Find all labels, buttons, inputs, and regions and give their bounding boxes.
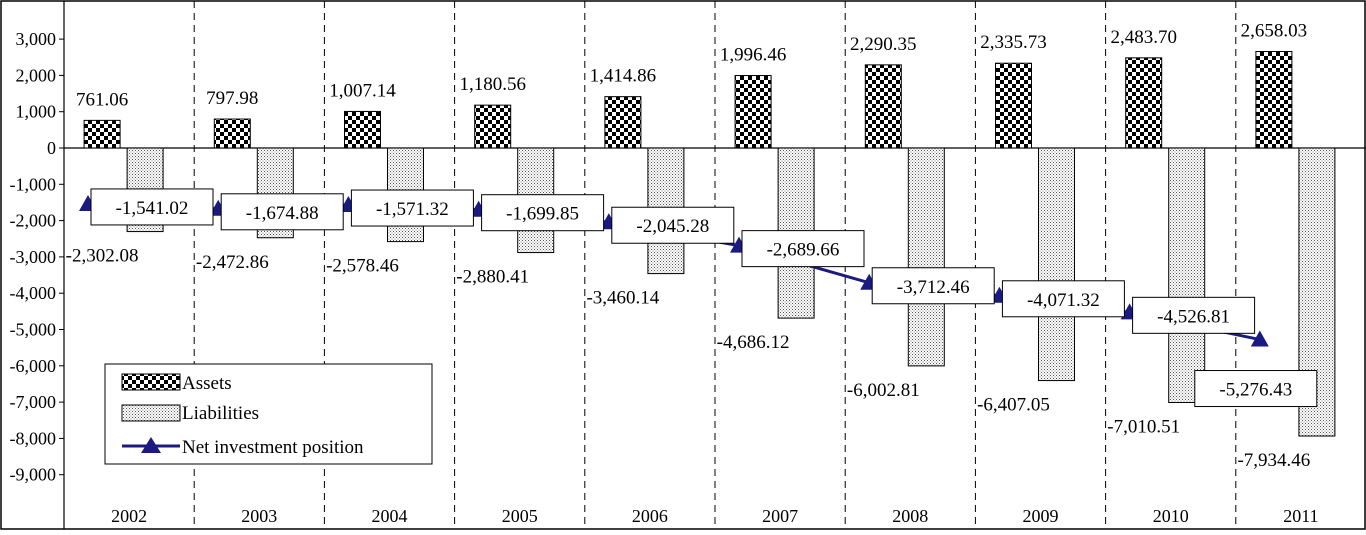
y-tick-label-10: -7,000 xyxy=(10,392,57,412)
x-tick-label-2005: 2005 xyxy=(502,506,538,526)
y-tick-label-6: -3,000 xyxy=(10,247,57,267)
net-position-value-label-2011: -5,276.43 xyxy=(1219,380,1292,401)
legend-assets-swatch xyxy=(122,374,180,390)
liabilities-value-label-2002: -2,302.08 xyxy=(66,246,139,267)
y-tick-label-2: 1,000 xyxy=(16,102,57,122)
liabilities-value-label-2007: -4,686.12 xyxy=(717,332,790,353)
assets-value-label-2008: 2,290.35 xyxy=(850,34,917,55)
y-tick-label-0: 3,000 xyxy=(16,29,57,49)
liabilities-value-label-2008: -6,002.81 xyxy=(847,380,920,401)
assets-value-label-2005: 1,180.56 xyxy=(459,74,526,95)
x-tick-label-2009: 2009 xyxy=(1023,506,1059,526)
legend-assets-label: Assets xyxy=(182,373,232,394)
liabilities-value-label-2009: -6,407.05 xyxy=(977,395,1050,416)
net-position-value-label-2009: -4,071.32 xyxy=(1027,290,1100,311)
legend-net-label: Net investment position xyxy=(182,437,364,458)
assets-value-label-2007: 1,996.46 xyxy=(720,45,787,66)
assets-value-label-2006: 1,414.86 xyxy=(590,66,657,87)
y-tick-label-9: -6,000 xyxy=(10,356,57,376)
y-tick-label-12: -9,000 xyxy=(10,465,57,485)
x-tick-label-2006: 2006 xyxy=(632,506,668,526)
assets-value-label-2002: 761.06 xyxy=(76,89,128,110)
assets-bar-2003 xyxy=(214,119,250,148)
assets-value-label-2009: 2,335.73 xyxy=(980,32,1047,53)
assets-bar-2004 xyxy=(345,111,381,148)
net-position-value-label-2004: -1,571.32 xyxy=(376,199,449,220)
x-tick-label-2002: 2002 xyxy=(111,506,147,526)
net-position-value-label-2010: -4,526.81 xyxy=(1157,306,1230,327)
assets-bar-2007 xyxy=(735,76,771,148)
liabilities-value-label-2006: -3,460.14 xyxy=(586,288,659,309)
y-tick-label-5: -2,000 xyxy=(10,211,57,231)
assets-bar-2009 xyxy=(996,63,1032,148)
net-position-value-label-2005: -1,699.85 xyxy=(506,204,579,225)
x-tick-label-2007: 2007 xyxy=(762,506,798,526)
assets-bar-2010 xyxy=(1126,58,1162,148)
assets-value-label-2011: 2,658.03 xyxy=(1241,21,1308,42)
legend: Assets Liabilities Net investment positi… xyxy=(105,364,432,464)
assets-value-label-2003: 797.98 xyxy=(206,88,258,109)
y-tick-label-7: -4,000 xyxy=(10,283,57,303)
assets-bar-2002 xyxy=(84,120,120,148)
net-position-value-label-2003: -1,674.88 xyxy=(246,203,319,224)
liabilities-bar-2010 xyxy=(1169,148,1205,402)
x-tick-label-2010: 2010 xyxy=(1153,506,1189,526)
net-position-value-label-2007: -2,689.66 xyxy=(767,240,840,261)
net-position-value-label-2006: -2,045.28 xyxy=(636,216,709,237)
liabilities-value-label-2011: -7,934.46 xyxy=(1237,450,1310,471)
x-tick-label-2004: 2004 xyxy=(372,506,408,526)
x-tick-label-2011: 2011 xyxy=(1283,506,1318,526)
liabilities-value-label-2005: -2,880.41 xyxy=(456,267,529,288)
y-tick-label-11: -8,000 xyxy=(10,428,57,448)
liabilities-value-label-2004: -2,578.46 xyxy=(326,256,399,277)
y-tick-label-3: 0 xyxy=(47,138,56,158)
liabilities-value-label-2010: -7,010.51 xyxy=(1107,416,1180,437)
liabilities-value-label-2003: -2,472.86 xyxy=(196,252,269,273)
assets-bar-2008 xyxy=(865,65,901,148)
y-tick-label-1: 2,000 xyxy=(16,65,57,85)
liabilities-bar-2009 xyxy=(1039,148,1075,381)
net-position-value-label-2008: -3,712.46 xyxy=(897,277,970,298)
x-tick-label-2008: 2008 xyxy=(892,506,928,526)
assets-bar-2006 xyxy=(605,97,641,148)
assets-bar-2005 xyxy=(475,105,511,148)
net-position-value-label-2002: -1,541.02 xyxy=(116,198,189,219)
assets-value-label-2010: 2,483.70 xyxy=(1110,27,1177,48)
legend-liabilities-swatch xyxy=(122,405,180,421)
y-tick-label-8: -5,000 xyxy=(10,320,57,340)
assets-bar-2011 xyxy=(1256,52,1292,148)
assets-value-label-2004: 1,007.14 xyxy=(329,80,396,101)
liabilities-bar-2008 xyxy=(908,148,944,366)
y-tick-label-4: -1,000 xyxy=(10,174,57,194)
legend-liabilities-label: Liabilities xyxy=(182,403,259,424)
x-tick-label-2003: 2003 xyxy=(241,506,277,526)
